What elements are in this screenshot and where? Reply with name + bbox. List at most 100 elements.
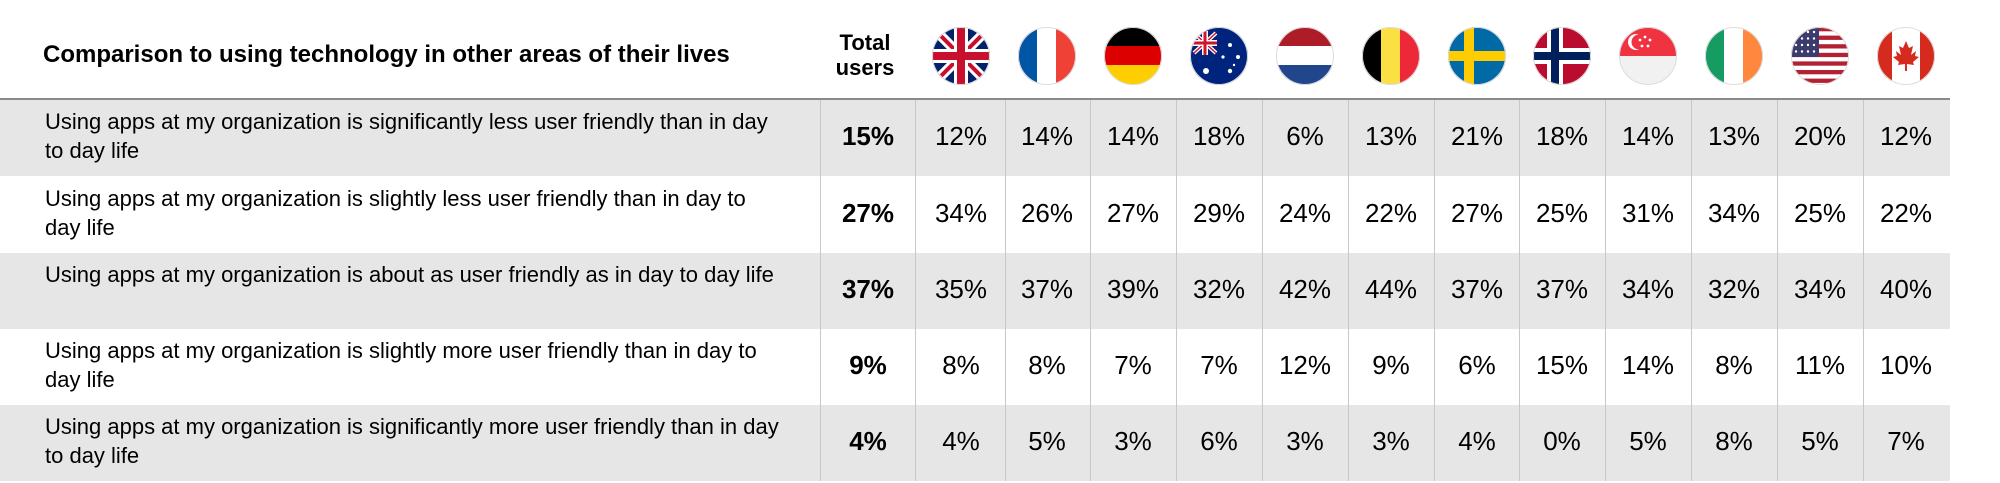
country-value: 22% [1364,198,1418,228]
country-value: 25% [1535,198,1589,228]
country-value: 3% [1114,426,1152,456]
country-value: 7% [1887,426,1925,456]
country-value: 42% [1278,274,1332,304]
country-value: 4% [942,426,980,456]
country-value: 18% [1535,121,1589,151]
country-value: 5% [1629,426,1667,456]
column-separator [1519,100,1520,481]
country-value: 31% [1621,198,1675,228]
country-value: 11% [1794,350,1846,380]
country-value: 8% [942,350,980,380]
country-value: 24% [1278,198,1332,228]
country-value: 8% [1028,350,1066,380]
country-value: 12% [934,121,988,151]
country-value: 44% [1364,274,1418,304]
country-value: 34% [1621,274,1675,304]
ireland-flag-icon [1705,27,1763,85]
column-separator [915,100,916,481]
column-separator [1434,100,1435,481]
country-value: 37% [1020,274,1074,304]
singapore-flag-icon [1619,27,1677,85]
row-label: Using apps at my organization is about a… [45,262,774,287]
country-value: 7% [1114,350,1152,380]
country-value: 6% [1286,121,1324,151]
column-separator [1176,100,1177,481]
country-value: 14% [1020,121,1074,151]
country-value: 37% [1450,274,1504,304]
country-value: 32% [1707,274,1761,304]
country-value: 21% [1450,121,1504,151]
country-value: 5% [1028,426,1066,456]
column-separator [1005,100,1006,481]
belgium-flag-icon [1362,27,1420,85]
table-title: Comparison to using technology in other … [43,41,730,68]
header-divider [0,98,1950,100]
country-value: 34% [1707,198,1761,228]
australia-flag-icon [1190,27,1248,85]
country-value: 13% [1364,121,1418,151]
country-value: 34% [934,198,988,228]
column-separator [1090,100,1091,481]
country-value: 5% [1801,426,1839,456]
country-value: 34% [1793,274,1847,304]
table-row: Using apps at my organization is signifi… [0,405,1950,481]
column-separator [1777,100,1778,481]
country-value: 0% [1543,426,1581,456]
country-value: 14% [1621,350,1675,380]
row-label: Using apps at my organization is signifi… [45,414,779,468]
country-value: 26% [1020,198,1074,228]
country-value: 15% [1535,350,1589,380]
column-separator [1863,100,1864,481]
column-separator [820,100,821,481]
netherlands-flag-icon [1276,27,1334,85]
total-value: 37% [841,274,895,304]
country-value: 7% [1200,350,1238,380]
column-separator [1691,100,1692,481]
norway-flag-icon [1533,27,1591,85]
total-value: 9% [849,350,887,380]
country-value: 6% [1200,426,1238,456]
table-row: Using apps at my organization is signifi… [0,100,1950,176]
total-users-header: Total users [835,30,895,80]
country-value: 14% [1621,121,1675,151]
country-value: 14% [1106,121,1160,151]
country-value: 27% [1106,198,1160,228]
country-value: 12% [1879,121,1933,151]
country-value: 29% [1192,198,1246,228]
table-row: Using apps at my organization is slightl… [0,177,1950,253]
country-value: 8% [1715,426,1753,456]
row-label: Using apps at my organization is signifi… [45,109,768,163]
country-value: 9% [1372,350,1410,380]
total-value: 4% [849,426,887,456]
france-flag-icon [1018,27,1076,85]
column-separator [1348,100,1349,481]
table-row: Using apps at my organization is slightl… [0,329,1950,405]
country-value: 27% [1450,198,1504,228]
country-value: 8% [1715,350,1753,380]
germany-flag-icon [1104,27,1162,85]
column-separator [1262,100,1263,481]
country-value: 22% [1879,198,1933,228]
country-value: 39% [1106,274,1160,304]
table-row: Using apps at my organization is about a… [0,253,1950,329]
country-value: 13% [1707,121,1761,151]
country-value: 4% [1458,426,1496,456]
country-value: 25% [1793,198,1847,228]
country-value: 3% [1372,426,1410,456]
uk-flag-icon [932,27,990,85]
row-label: Using apps at my organization is slightl… [45,186,746,240]
country-value: 6% [1458,350,1496,380]
usa-flag-icon [1791,27,1849,85]
country-value: 3% [1286,426,1324,456]
country-value: 20% [1793,121,1847,151]
column-separator [1605,100,1606,481]
country-value: 12% [1278,350,1332,380]
row-label: Using apps at my organization is slightl… [45,338,757,392]
total-value: 27% [841,198,895,228]
country-value: 40% [1879,274,1933,304]
country-value: 37% [1535,274,1589,304]
country-value: 32% [1192,274,1246,304]
total-value: 15% [841,121,895,151]
canada-flag-icon [1877,27,1935,85]
